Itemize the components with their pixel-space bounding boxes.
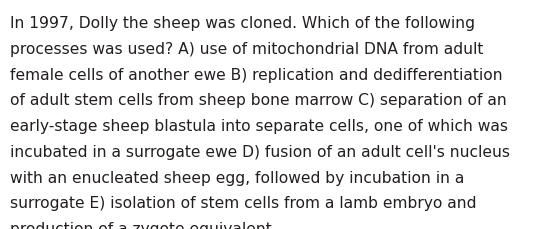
Text: incubated in a surrogate ewe D) fusion of an adult cell's nucleus: incubated in a surrogate ewe D) fusion o… — [10, 144, 510, 159]
Text: with an enucleated sheep egg, followed by incubation in a: with an enucleated sheep egg, followed b… — [10, 170, 464, 185]
Text: of adult stem cells from sheep bone marrow C) separation of an: of adult stem cells from sheep bone marr… — [10, 93, 507, 108]
Text: In 1997, Dolly the sheep was cloned. Which of the following: In 1997, Dolly the sheep was cloned. Whi… — [10, 16, 475, 31]
Text: processes was used? A) use of mitochondrial DNA from adult: processes was used? A) use of mitochondr… — [10, 42, 483, 57]
Text: production of a zygote equivalent: production of a zygote equivalent — [10, 221, 272, 229]
Text: female cells of another ewe B) replication and dedifferentiation: female cells of another ewe B) replicati… — [10, 67, 503, 82]
Text: early-stage sheep blastula into separate cells, one of which was: early-stage sheep blastula into separate… — [10, 119, 508, 134]
Text: surrogate E) isolation of stem cells from a lamb embryo and: surrogate E) isolation of stem cells fro… — [10, 196, 477, 210]
